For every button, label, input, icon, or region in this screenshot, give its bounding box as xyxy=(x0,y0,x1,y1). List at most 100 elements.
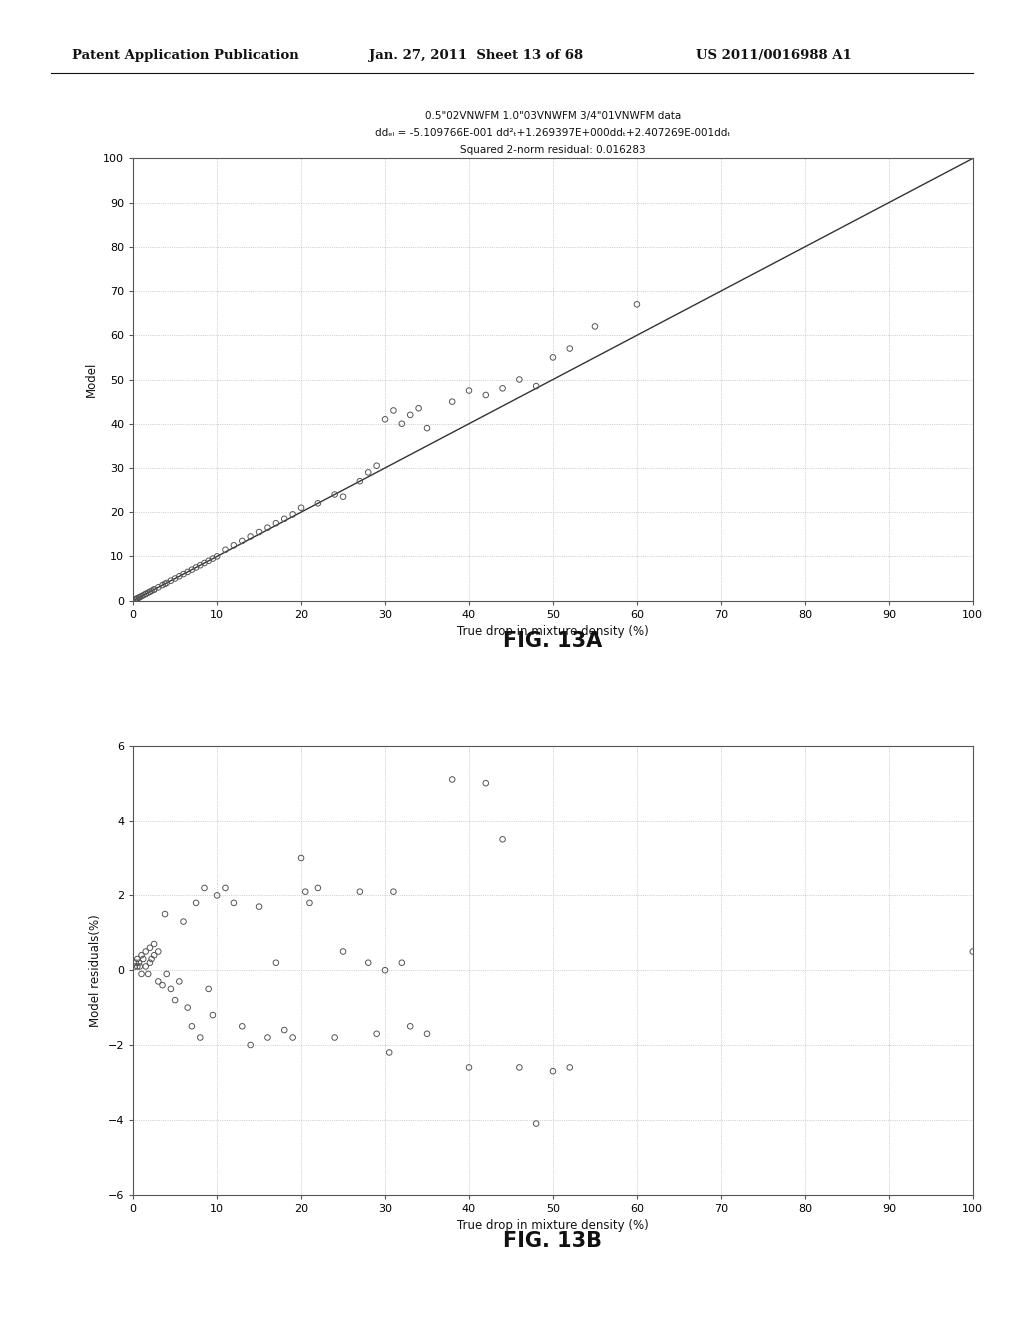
Point xyxy=(163,978,179,999)
Point xyxy=(127,589,143,610)
Point xyxy=(163,570,179,591)
Point xyxy=(167,568,183,589)
Point xyxy=(360,462,377,483)
Point xyxy=(309,878,326,899)
Point xyxy=(461,380,477,401)
Point xyxy=(285,1027,301,1048)
Point xyxy=(327,1027,343,1048)
Text: Jan. 27, 2011  Sheet 13 of 68: Jan. 27, 2011 Sheet 13 of 68 xyxy=(369,49,583,62)
Point xyxy=(259,517,275,539)
Point xyxy=(157,573,173,594)
Point xyxy=(528,376,545,397)
Point xyxy=(528,1113,545,1134)
Point xyxy=(393,413,410,434)
Text: US 2011/0016988 A1: US 2011/0016988 A1 xyxy=(696,49,852,62)
Point xyxy=(140,964,157,985)
Point xyxy=(276,508,293,529)
Point xyxy=(151,577,167,598)
Point xyxy=(205,548,221,569)
Point xyxy=(511,368,527,391)
Point xyxy=(205,1005,221,1026)
Point xyxy=(393,952,410,973)
Point xyxy=(137,583,154,605)
Point xyxy=(251,896,267,917)
Point xyxy=(129,587,145,609)
Point xyxy=(234,1016,251,1038)
Point xyxy=(131,952,147,973)
Y-axis label: Model residuals(%): Model residuals(%) xyxy=(89,913,102,1027)
Point xyxy=(151,972,167,993)
Point xyxy=(225,892,242,913)
Point xyxy=(209,545,225,566)
Point xyxy=(183,560,200,581)
Point xyxy=(143,581,160,602)
Point xyxy=(495,829,511,850)
Point xyxy=(276,1019,293,1040)
Point xyxy=(561,1057,578,1078)
Point xyxy=(145,579,162,601)
Point xyxy=(293,847,309,869)
Point xyxy=(179,997,196,1018)
Point xyxy=(193,1027,209,1048)
Point xyxy=(159,573,175,594)
X-axis label: True drop in mixture density (%): True drop in mixture density (%) xyxy=(457,1220,649,1232)
Point xyxy=(477,772,494,793)
Point xyxy=(175,564,191,585)
Point xyxy=(201,550,217,572)
Point xyxy=(137,956,154,977)
Point xyxy=(419,1023,435,1044)
Point xyxy=(335,941,351,962)
Point xyxy=(179,561,196,582)
Point xyxy=(335,486,351,507)
Text: 0.5"02VNWFM 1.0"03VNWFM 3/4"01VNWFM data: 0.5"02VNWFM 1.0"03VNWFM 3/4"01VNWFM data xyxy=(425,111,681,121)
Point xyxy=(545,1061,561,1082)
Point xyxy=(267,952,284,973)
Point xyxy=(197,553,213,574)
Text: ddₑₗ = -5.109766E-001 dd²ₜ+1.269397E+000ddₜ+2.407269E-001ddₜ: ddₑₗ = -5.109766E-001 dd²ₜ+1.269397E+000… xyxy=(375,128,731,139)
Point xyxy=(155,574,171,595)
Point xyxy=(129,948,145,969)
Y-axis label: Model: Model xyxy=(85,362,97,397)
Point xyxy=(167,990,183,1011)
Point xyxy=(477,384,494,405)
Point xyxy=(965,144,981,165)
Point xyxy=(141,581,158,602)
Point xyxy=(127,952,143,973)
Point xyxy=(444,391,461,412)
Point xyxy=(495,378,511,399)
Point xyxy=(133,586,150,607)
Point xyxy=(561,338,578,359)
Point xyxy=(259,1027,275,1048)
Point xyxy=(131,587,147,609)
Point xyxy=(360,952,377,973)
Point xyxy=(145,579,162,601)
Point xyxy=(217,539,233,560)
Point xyxy=(461,1057,477,1078)
Point xyxy=(132,956,148,977)
Point xyxy=(225,535,242,556)
Point xyxy=(209,884,225,906)
Point xyxy=(285,504,301,525)
Point xyxy=(327,484,343,506)
Point xyxy=(381,1041,397,1063)
Point xyxy=(297,882,313,903)
Point xyxy=(369,455,385,477)
Point xyxy=(140,582,157,603)
Point xyxy=(402,404,419,425)
Point xyxy=(511,1057,527,1078)
Point xyxy=(137,941,154,962)
Point xyxy=(145,945,162,966)
Point xyxy=(217,878,233,899)
Text: Patent Application Publication: Patent Application Publication xyxy=(72,49,298,62)
Point xyxy=(132,586,148,607)
Point xyxy=(201,978,217,999)
Point xyxy=(243,1035,259,1056)
Point xyxy=(301,892,317,913)
Point xyxy=(377,960,393,981)
Point xyxy=(411,397,427,418)
Point xyxy=(369,1023,385,1044)
Point xyxy=(193,554,209,576)
Point xyxy=(293,498,309,519)
Point xyxy=(188,892,205,913)
Point xyxy=(444,768,461,789)
